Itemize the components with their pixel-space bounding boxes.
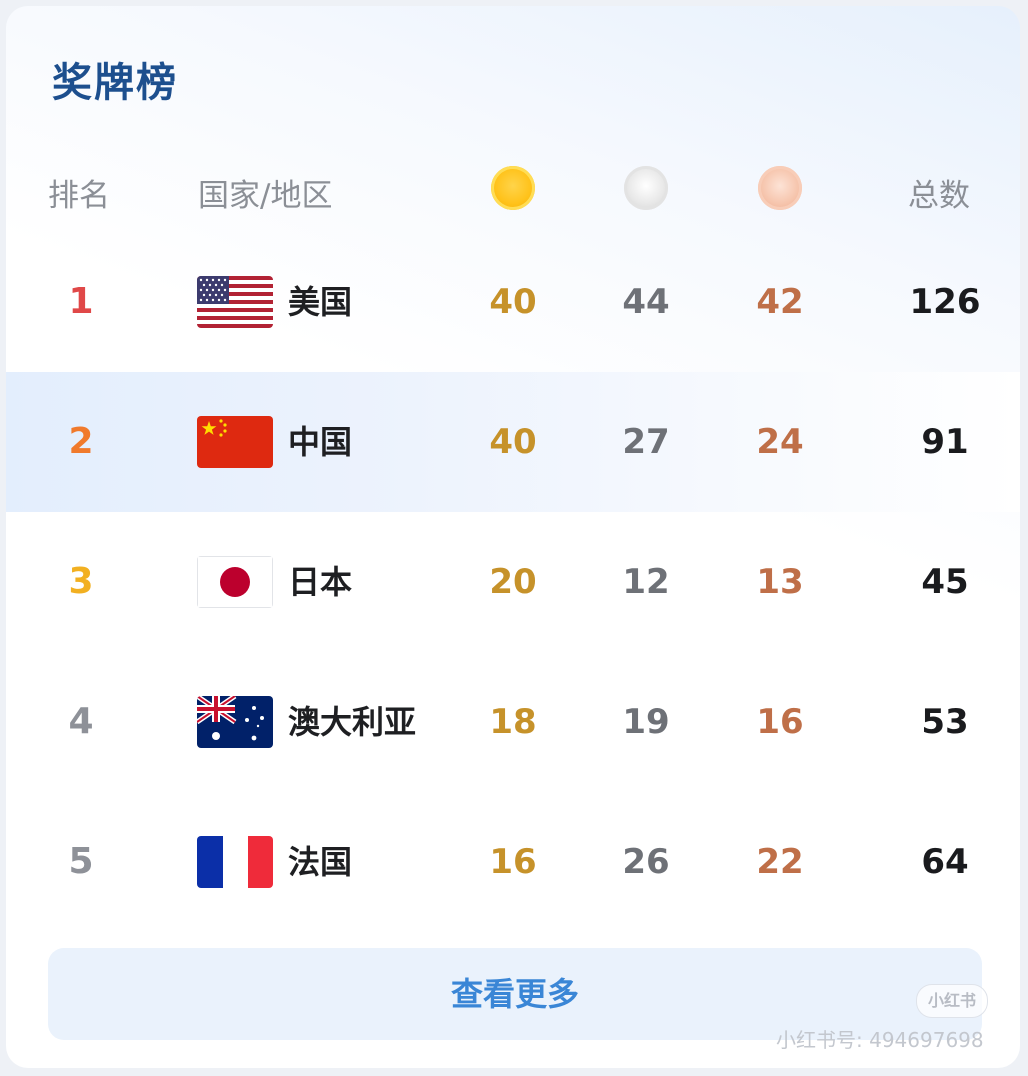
country-name: 澳大利亚 [288, 703, 417, 741]
bronze-medal-icon [758, 166, 802, 210]
gold-medal-icon [491, 166, 535, 210]
country-name: 美国 [288, 283, 353, 321]
total-count: 45 [921, 562, 969, 602]
table-row[interactable]: 1 美国 40 44 42 [6, 232, 1020, 372]
medal-table-card: 奖牌榜 排名 国家/地区 总数 1 [6, 6, 1020, 1068]
total-count: 53 [921, 702, 969, 742]
rank-value: 3 [68, 561, 94, 602]
header-country: 国家/地区 [198, 178, 333, 214]
bronze-count: 13 [756, 562, 804, 602]
silver-medal-icon [624, 166, 668, 210]
bronze-count: 22 [756, 842, 804, 882]
silver-count: 26 [622, 842, 670, 882]
france-flag-icon [197, 836, 273, 888]
gold-count: 20 [489, 562, 537, 602]
bronze-count: 16 [756, 702, 804, 742]
table-row[interactable]: 4 澳大利亚 18 [6, 652, 1020, 792]
header-total: 总数 [908, 178, 970, 214]
rank-value: 2 [68, 421, 94, 462]
table-row[interactable]: 5 法国 16 26 22 64 [6, 792, 1020, 932]
total-count: 91 [921, 422, 969, 462]
gold-count: 40 [489, 422, 537, 462]
rank-value: 1 [68, 281, 94, 322]
table-row[interactable]: 3 日本 20 12 13 45 [6, 512, 1020, 652]
usa-flag-icon [197, 276, 273, 328]
bronze-count: 42 [756, 282, 804, 322]
silver-count: 44 [622, 282, 670, 322]
watermark-text: 小红书号: 494697698 [776, 1028, 984, 1052]
silver-count: 12 [622, 562, 670, 602]
gold-count: 16 [489, 842, 537, 882]
watermark-badge: 小红书 [916, 984, 988, 1018]
view-more-button[interactable]: 查看更多 [48, 948, 982, 1040]
gold-count: 18 [489, 702, 537, 742]
rank-value: 4 [68, 701, 94, 742]
silver-count: 27 [622, 422, 670, 462]
rank-value: 5 [68, 841, 94, 882]
total-count: 126 [909, 282, 981, 322]
header-rank: 排名 [48, 178, 110, 214]
page-title: 奖牌榜 [52, 60, 178, 106]
bronze-count: 24 [756, 422, 804, 462]
gold-count: 40 [489, 282, 537, 322]
japan-flag-icon [197, 556, 273, 608]
country-name: 日本 [288, 563, 353, 601]
table-row[interactable]: 2 中国 40 27 24 91 [6, 372, 1020, 512]
country-name: 法国 [288, 843, 353, 881]
china-flag-icon [197, 416, 273, 468]
country-name: 中国 [288, 423, 353, 461]
total-count: 64 [921, 842, 969, 882]
silver-count: 19 [622, 702, 670, 742]
australia-flag-icon [197, 696, 273, 748]
